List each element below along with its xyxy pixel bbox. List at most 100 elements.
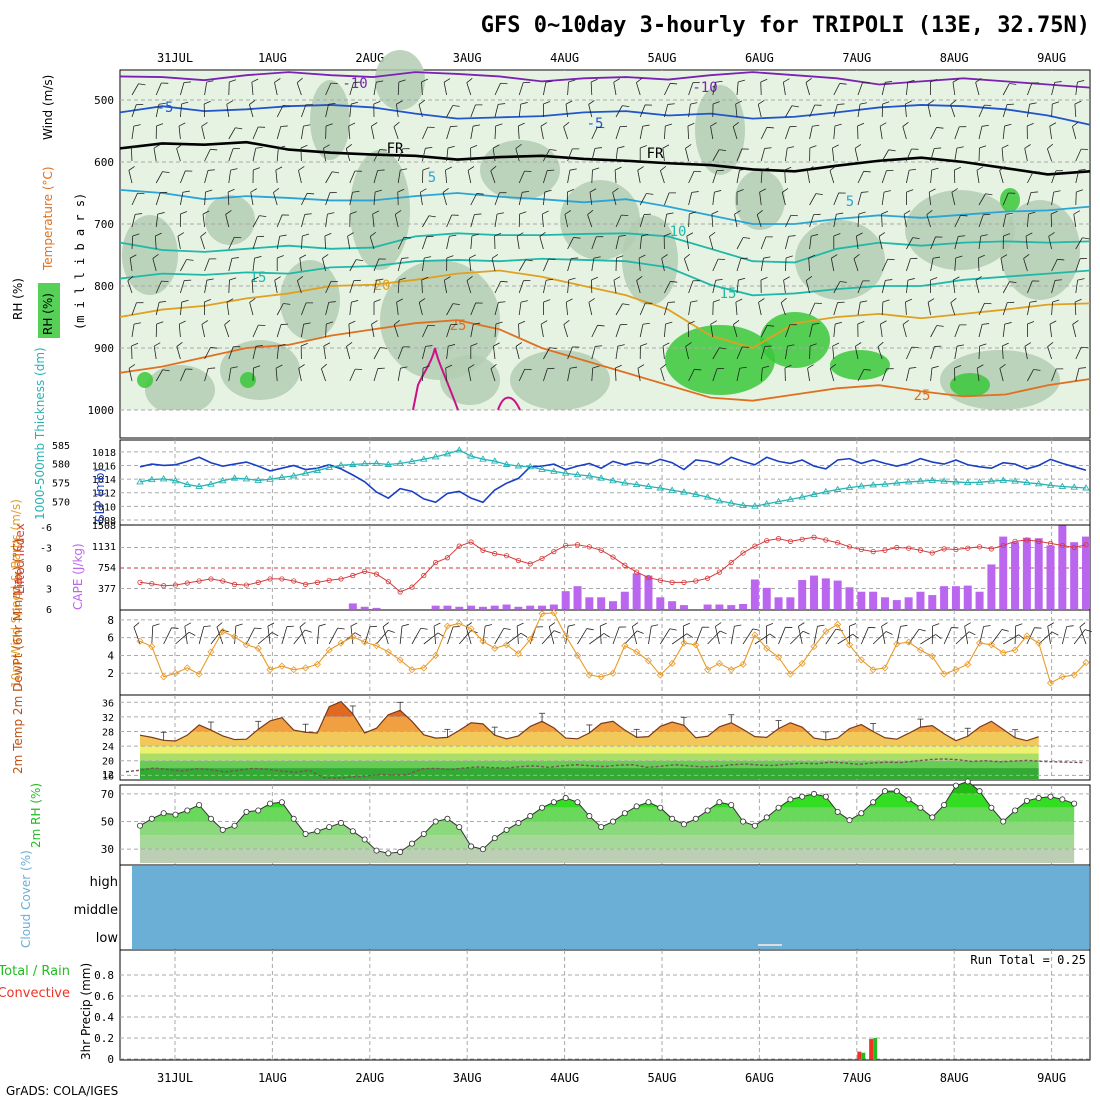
wind-barb — [808, 258, 810, 272]
thickness-tick: 575 — [52, 479, 70, 490]
wind-barb-flag — [902, 320, 909, 325]
wind-barb — [1026, 627, 1035, 645]
wind-barb — [301, 236, 303, 250]
wind-barb-flag — [782, 188, 789, 193]
wind-barb — [710, 324, 714, 338]
wind-barb-flag — [424, 256, 432, 259]
wind-speed-point — [1035, 639, 1043, 647]
wind-barb-flag — [182, 190, 190, 193]
contour-label: FR — [647, 146, 664, 162]
wind-barb — [735, 302, 738, 316]
wind-barb — [809, 214, 814, 228]
wind-barb-flag — [205, 189, 213, 193]
rh-point — [728, 801, 735, 808]
wind-speed-point — [562, 632, 570, 640]
rh-tick: 30 — [101, 843, 114, 856]
wind-barb — [1051, 82, 1056, 96]
wind-barb — [201, 126, 205, 140]
wind-barb-flag — [127, 275, 134, 282]
wind-barb-flag — [469, 254, 476, 259]
wind-barb — [785, 324, 791, 338]
wind-barb-flag — [421, 276, 429, 281]
rh-tick: 70 — [101, 788, 114, 801]
wind-barb — [393, 324, 399, 338]
wind-barb — [809, 302, 816, 316]
wind-barb — [446, 105, 454, 118]
rh-point — [326, 824, 333, 831]
wind-barb-flag — [935, 634, 942, 640]
wind-speed-point — [987, 641, 995, 649]
wind-barb-flag — [286, 625, 294, 628]
wind-barb — [1079, 626, 1087, 645]
wind-barb — [397, 368, 401, 382]
wind-barb — [373, 280, 377, 294]
wind-barb-flag — [230, 366, 238, 369]
rh-point — [255, 807, 262, 814]
wind-barb-flag — [1003, 233, 1011, 237]
date-label-top: 3AUG — [453, 51, 482, 65]
wind-barb-flag — [307, 192, 315, 195]
wind-barb-flag — [1024, 144, 1031, 149]
cape-bar — [916, 591, 925, 609]
cape-tick: 754 — [98, 563, 116, 574]
rh-band — [140, 849, 1075, 863]
wind-barb — [180, 368, 186, 382]
wind-barb-flag — [323, 342, 331, 347]
date-label-bottom: 7AUG — [842, 1071, 871, 1085]
wind-speed-point — [219, 627, 227, 636]
lifted-tick: -6 — [40, 523, 52, 534]
lifted-index-point — [515, 557, 522, 564]
wind-tick: 8 — [107, 614, 114, 627]
wind-speed-point — [704, 666, 712, 674]
thickness-point — [195, 482, 203, 489]
wind-barb-flag — [492, 144, 500, 149]
wind-barb-flag — [567, 189, 575, 193]
date-label-bottom: 4AUG — [550, 1071, 579, 1085]
wind-barb-flag — [471, 233, 479, 237]
wind-barb-flag — [1028, 211, 1036, 215]
wind-barb-flag — [229, 79, 237, 83]
wind-barb-flag — [1057, 258, 1065, 261]
thickness-point — [774, 497, 783, 505]
date-label-bottom: 9AUG — [1037, 1071, 1066, 1085]
wind-barb-flag — [131, 342, 139, 347]
lifted-index-point — [835, 540, 841, 546]
wind-barb-flag — [905, 298, 913, 303]
wind-barb — [1001, 346, 1004, 360]
wind-speed-point — [514, 650, 522, 658]
wind-barb-flag — [832, 342, 840, 347]
wind-barb-flag — [128, 364, 136, 369]
wind-barb-flag — [733, 319, 740, 325]
cape-bar — [774, 597, 783, 609]
rh-point — [314, 828, 321, 835]
axis-label-rh: RH (%) — [11, 278, 25, 320]
wind-barb — [346, 346, 351, 360]
wind-speed-point — [834, 620, 842, 628]
wind-barb-flag — [403, 236, 411, 239]
wind-speed-point — [976, 639, 984, 647]
rh-point — [858, 810, 865, 817]
wind-barb — [274, 280, 278, 294]
wind-barb — [443, 82, 447, 96]
wind-barb — [830, 258, 835, 272]
wind-barb-flag — [224, 319, 231, 326]
lifted-index-point — [858, 546, 864, 553]
wind-barb — [757, 104, 762, 118]
wind-barb — [660, 368, 665, 382]
wind-barb-flag — [694, 170, 702, 173]
wind-barb — [1073, 214, 1077, 228]
wind-tick: 6 — [107, 632, 114, 645]
lifted-index-point — [740, 550, 746, 556]
wind-barb — [299, 626, 306, 645]
wind-barb-flag — [274, 276, 281, 281]
wind-barb-flag — [903, 210, 911, 215]
wind-speed-point — [905, 638, 913, 646]
wind-barb-flag — [735, 298, 743, 303]
wind-barb-flag — [401, 257, 409, 259]
wind-barb — [131, 235, 134, 250]
wind-barb — [1002, 214, 1007, 228]
cape-bar — [455, 606, 464, 609]
wind-barb-flag — [181, 101, 189, 105]
lifted-tick: 6 — [46, 605, 52, 616]
